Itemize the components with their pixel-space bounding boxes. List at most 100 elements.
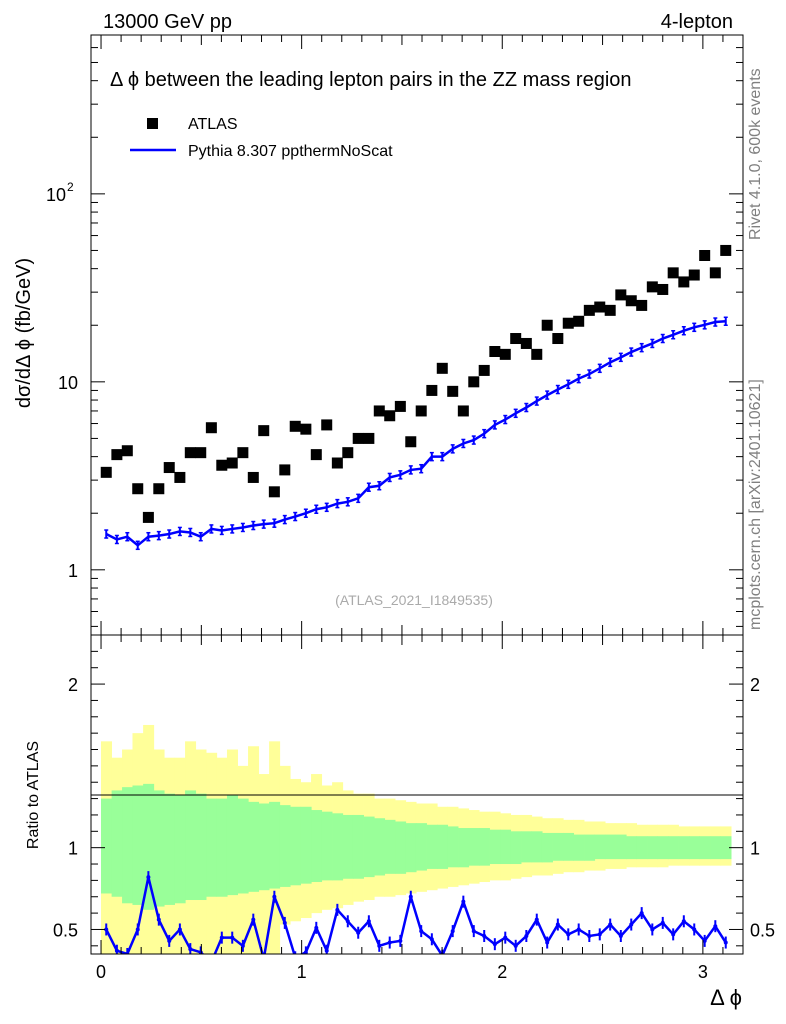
ratio-pythia-point bbox=[618, 934, 623, 939]
ratio-tick-label-right: 2 bbox=[750, 675, 760, 695]
atlas-point bbox=[489, 346, 501, 358]
atlas-point bbox=[258, 425, 270, 437]
ratio-pythia-point bbox=[272, 894, 277, 899]
x-tick-label: 2 bbox=[497, 962, 507, 982]
header-right: 4-lepton bbox=[661, 11, 733, 33]
atlas-point bbox=[415, 405, 427, 417]
atlas-point bbox=[216, 459, 228, 471]
stat-band-bin bbox=[332, 813, 344, 881]
ratio-pythia-point bbox=[629, 922, 634, 927]
stat-band-bin bbox=[342, 814, 354, 879]
stat-band-bin bbox=[710, 836, 722, 860]
stat-band-bin bbox=[195, 793, 207, 901]
stat-band-bin bbox=[226, 795, 238, 896]
atlas-point bbox=[300, 423, 312, 435]
ratio-pythia-point bbox=[303, 950, 308, 954]
ratio-pythia-point bbox=[713, 924, 718, 929]
y-tick-label: 10 bbox=[58, 373, 78, 393]
atlas-point bbox=[699, 249, 711, 261]
legend-atlas-label: ATLAS bbox=[188, 116, 238, 133]
ratio-pythia-point bbox=[177, 927, 182, 932]
y-tick-label: 10 bbox=[46, 185, 66, 205]
ratio-pythia-point bbox=[377, 943, 382, 948]
ratio-pythia-point bbox=[671, 932, 676, 937]
stat-band-bin bbox=[248, 801, 260, 892]
ratio-tick-label-left: 1 bbox=[68, 839, 78, 859]
ratio-pythia-point bbox=[156, 917, 161, 922]
stat-band-bin bbox=[447, 826, 459, 868]
stat-band-bin bbox=[584, 834, 596, 861]
stat-band-bin bbox=[437, 824, 449, 869]
atlas-point bbox=[247, 471, 259, 483]
stat-band-bin bbox=[321, 811, 333, 881]
stat-band-bin bbox=[111, 790, 123, 897]
atlas-point bbox=[195, 447, 207, 459]
ratio-pythia-point bbox=[566, 932, 571, 937]
ratio-pythia-point bbox=[345, 919, 350, 924]
ratio-pythia-point bbox=[429, 937, 434, 942]
stat-band-bin bbox=[237, 798, 249, 894]
atlas-point bbox=[405, 436, 417, 448]
legend-atlas-marker bbox=[147, 118, 158, 129]
stat-band-bin bbox=[216, 798, 228, 897]
y-tick-label: 1 bbox=[68, 561, 78, 581]
atlas-point bbox=[457, 405, 469, 417]
stat-band-bin bbox=[384, 819, 396, 874]
stat-band-bin bbox=[426, 824, 438, 869]
header-left: 13000 GeV pp bbox=[103, 11, 232, 33]
atlas-point bbox=[510, 333, 522, 345]
ratio-pythia-point bbox=[650, 927, 655, 932]
atlas-point bbox=[373, 405, 385, 417]
stat-band-bin bbox=[289, 806, 301, 886]
x-tick-label: 3 bbox=[698, 962, 708, 982]
atlas-point bbox=[289, 420, 301, 432]
ratio-pythia-point bbox=[576, 927, 581, 932]
ratio-pythia-point bbox=[723, 940, 728, 945]
stat-band-bin bbox=[132, 785, 144, 905]
stat-band-bin bbox=[552, 832, 564, 861]
stat-band-bin bbox=[143, 783, 155, 910]
atlas-point bbox=[426, 384, 438, 396]
atlas-point bbox=[111, 449, 123, 461]
stat-band-bin bbox=[521, 831, 533, 863]
ratio-pythia-point bbox=[461, 899, 466, 904]
ratio-series bbox=[104, 871, 728, 961]
ratio-pythia-point bbox=[167, 938, 172, 943]
atlas-point bbox=[468, 376, 480, 388]
ratio-pythia-point bbox=[219, 935, 224, 940]
ratio-ylabel: Ratio to ATLAS bbox=[25, 741, 42, 849]
stat-band-bin bbox=[489, 829, 501, 865]
ratio-pythia-point bbox=[471, 929, 476, 934]
ratio-pythia-point bbox=[240, 943, 245, 948]
stat-band-bin bbox=[541, 832, 553, 863]
atlas-point bbox=[394, 400, 406, 412]
atlas-point bbox=[688, 269, 700, 281]
ratio-frame bbox=[90, 634, 744, 955]
ratio-tick-label-right: 1 bbox=[750, 839, 760, 859]
pythia-line bbox=[105, 320, 726, 547]
ratio-pythia-point bbox=[419, 929, 424, 934]
chart-title: Δ ϕ between the leading lepton pairs in … bbox=[110, 69, 632, 91]
ratio-bands bbox=[100, 724, 732, 954]
atlas-point bbox=[268, 486, 280, 498]
ratio-pythia-point bbox=[702, 938, 707, 943]
atlas-point bbox=[678, 276, 690, 288]
atlas-point bbox=[100, 466, 112, 478]
stat-band-bin bbox=[531, 831, 543, 863]
stat-band-bin bbox=[311, 810, 323, 883]
stat-band-bin bbox=[374, 818, 386, 876]
stat-band-bin bbox=[688, 836, 701, 860]
atlas-point bbox=[342, 447, 354, 459]
stat-band-bin bbox=[415, 823, 427, 871]
atlas-point bbox=[174, 471, 186, 483]
legend-pythia-label: Pythia 8.307 ppthermNoScat bbox=[188, 143, 393, 160]
atlas-point bbox=[163, 462, 175, 474]
analysis-id: (ATLAS_2021_I1849535) bbox=[335, 592, 493, 608]
stat-band-bin bbox=[468, 828, 480, 866]
ratio-pythia-line bbox=[105, 876, 727, 954]
main-ylabel: dσ/dΔ ϕ (fb/GeV) bbox=[13, 258, 35, 408]
ratio-pythia-point bbox=[262, 957, 266, 961]
atlas-point bbox=[447, 385, 459, 397]
